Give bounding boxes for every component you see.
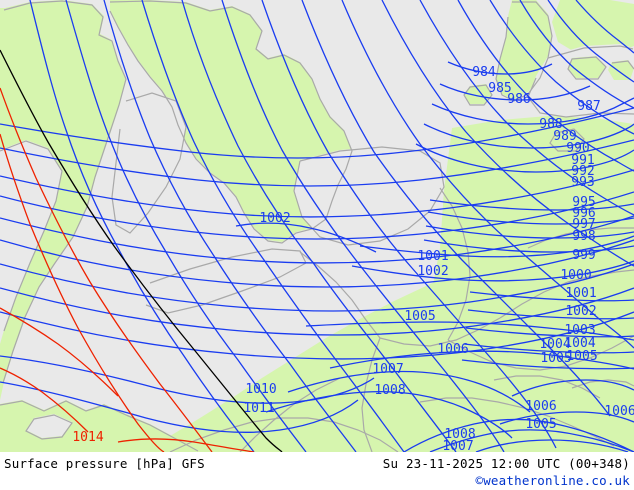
isobar-label: 1014 [72,430,103,445]
isobar-label: 1005 [540,351,571,366]
isobar-label: 997 [572,217,595,232]
isobar-label: 1000 [560,268,591,283]
isobar-label: 1001 [417,249,448,264]
isobar-label: 1008 [374,383,405,398]
isobar-label: 1006 [604,404,634,419]
isobar-label: 1005 [525,417,556,432]
isobar-label: 1006 [437,342,468,357]
isobar-label: 995 [572,195,595,210]
isobar-label: 987 [577,99,600,114]
isobar-label: 1005 [566,349,597,364]
isobar-label: 1004 [564,336,595,351]
isobar-label: 993 [571,175,594,190]
isobar-label: 1005 [404,309,435,324]
footer-copyright: ©weatheronline.co.uk [475,473,630,488]
isobar-label: 998 [572,229,595,244]
isobar-label: 985 [488,81,511,96]
surface-pressure-map[interactable]: 984 985 986 987 988 989 990 991 992 993 995 996 997 9… [0,0,634,452]
isobar-label: 1010 [245,382,276,397]
isobar-label: 1007 [372,362,403,377]
isobar-label: 1008 [444,427,475,442]
footer-parameter-label: Surface pressure [hPa] GFS [4,456,205,471]
isobar-label: 989 [553,129,576,144]
isobar-label: 1007 [442,439,473,452]
isobar-label: 1002 [565,304,596,319]
isobar-label: 1006 [525,399,556,414]
isobar-label: 991 [571,153,594,168]
isobar-label: 999 [572,248,595,263]
isobar-layer-mid [0,49,283,452]
isobar-label: 1002 [417,264,448,279]
isobar-label: 996 [572,206,595,221]
map-footer: Surface pressure [hPa] GFS Su 23-11-2025… [0,452,634,490]
isobar-label: 992 [571,164,594,179]
isobar-label: 988 [539,117,562,132]
isobar-label: 1003 [564,323,595,338]
footer-valid-time: Su 23-11-2025 12:00 UTC (00+348) [382,456,630,471]
isobar-label: 1002 [259,211,290,226]
isobar-layer-high [0,87,255,452]
isobar-label: 990 [566,141,589,156]
isobar-label: 1011 [243,401,274,416]
isobar-label: 1001 [565,286,596,301]
isobar-label: 986 [507,92,530,107]
isobar-label: 984 [472,65,496,80]
coastline-layer [0,0,634,452]
isobar-label: 1004 [539,337,570,352]
isobar-layer-low [0,0,634,452]
